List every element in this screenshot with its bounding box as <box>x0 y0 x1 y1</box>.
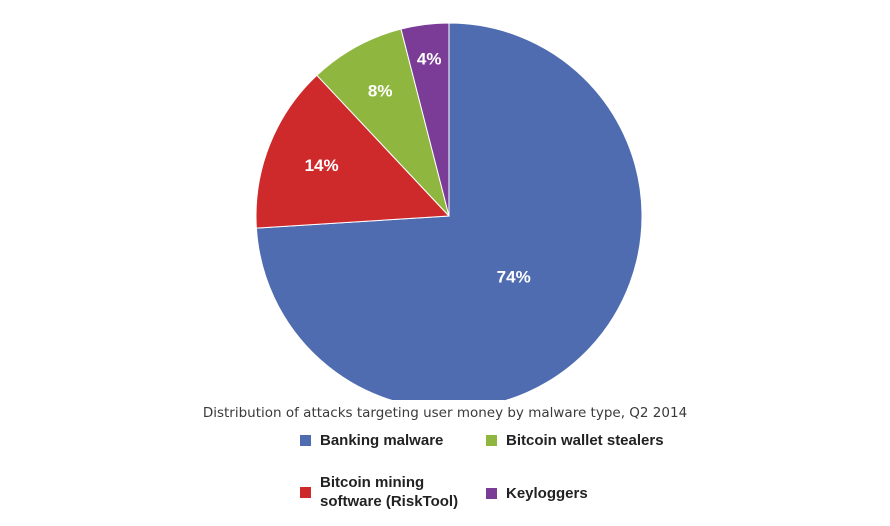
pie-slice-labels: 74% 14% 8% 4% <box>305 50 531 287</box>
chart-caption: Distribution of attacks targeting user m… <box>202 405 688 421</box>
legend-label-bitcoin-wallet-stealers: Bitcoin wallet stealers <box>506 432 664 449</box>
legend-item-keyloggers: Keyloggers <box>486 484 588 503</box>
legend-label-keyloggers: Keyloggers <box>506 485 588 502</box>
pie-label-keyloggers: 4% <box>417 50 442 69</box>
legend-label-banking-malware: Banking malware <box>320 432 444 449</box>
pie-slice-bitcoin-mining-software-risktool <box>255 74 451 229</box>
legend-swatch-banking-malware <box>300 435 311 446</box>
pie-label-bitcoin-mining-software-risktool: 14% <box>305 156 339 175</box>
legend-item-bitcoin-wallet-stealers: Bitcoin wallet stealers <box>486 431 664 450</box>
pie-label-banking-malware: 74% <box>497 267 531 286</box>
pie-slice-keyloggers <box>400 22 450 217</box>
legend-item-banking-malware: Banking malware <box>300 431 443 450</box>
legend-swatch-bitcoin-mining <box>300 486 311 498</box>
legend-label-bitcoin-mining: Bitcoin mining software (RiskTool) <box>320 474 459 510</box>
pie-slices <box>255 22 643 400</box>
legend-swatch-keyloggers <box>486 488 497 499</box>
pie-chart: 74% 14% 8% 4% <box>255 22 643 400</box>
legend-item-bitcoin-mining: Bitcoin mining software (RiskTool) <box>300 473 458 511</box>
legend-swatch-bitcoin-wallet-stealers <box>486 435 497 446</box>
pie-label-bitcoin-wallet-stealers: 8% <box>368 81 393 100</box>
pie-slice-bitcoin-wallet-stealers <box>316 28 450 217</box>
